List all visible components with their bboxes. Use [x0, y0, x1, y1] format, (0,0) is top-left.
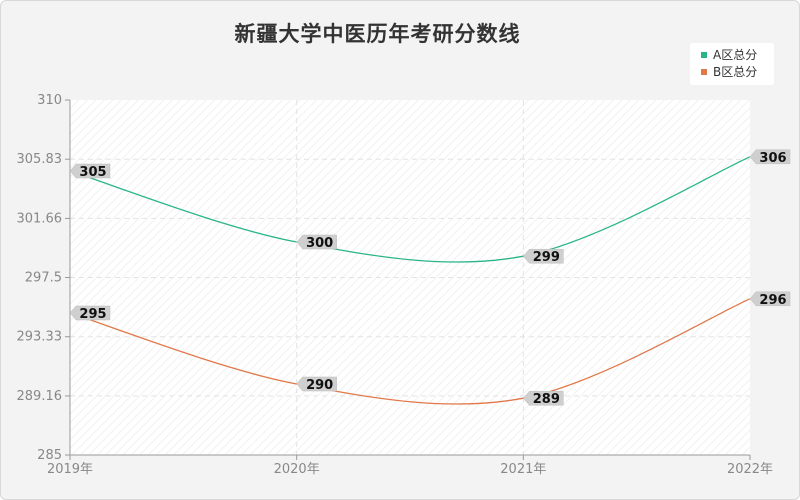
data-label-text: 300	[306, 236, 333, 251]
data-label-bg	[296, 376, 337, 392]
y-tick-label: 310	[37, 93, 62, 108]
y-tick-label: 293.33	[17, 330, 63, 345]
data-label-bg	[523, 390, 564, 406]
y-tick-label: 297.5	[25, 271, 62, 286]
data-label-text: 306	[759, 151, 786, 166]
x-tick-label: 2019年	[47, 462, 93, 477]
data-label-text: 305	[79, 165, 106, 180]
plot-area	[70, 100, 750, 455]
data-label: 299	[523, 248, 564, 265]
data-label-bg	[749, 149, 791, 165]
data-label: 300	[296, 234, 337, 251]
data-label-bg	[296, 234, 337, 250]
x-tick-label: 2022年	[727, 462, 773, 477]
legend: A区总分 B区总分	[690, 43, 774, 85]
data-label-text: 290	[306, 378, 333, 393]
legend-label-a: A区总分	[713, 48, 758, 62]
legend-label-b: B区总分	[713, 65, 758, 79]
y-tick-label: 305.83	[17, 152, 63, 167]
data-label: 290	[296, 376, 337, 393]
y-tick-label: 301.66	[17, 211, 63, 226]
data-label-bg	[69, 305, 111, 321]
legend-swatch-b	[701, 68, 707, 75]
x-tick-label: 2021年	[500, 462, 546, 477]
data-label-text: 289	[533, 392, 560, 407]
data-label-text: 295	[79, 307, 106, 322]
data-label-bg	[69, 163, 111, 179]
data-label: 295	[69, 305, 111, 322]
chart-title: 新疆大学中医历年考研分数线	[234, 22, 521, 46]
series-line-b	[69, 298, 751, 405]
legend-item-a[interactable]: A区总分	[701, 47, 757, 63]
data-label: 296	[749, 291, 791, 308]
x-tick-label: 2020年	[274, 462, 320, 477]
legend-swatch-a	[701, 51, 707, 58]
data-label: 289	[523, 390, 564, 407]
data-label: 306	[749, 149, 791, 166]
legend-item-b[interactable]: B区总分	[701, 64, 757, 80]
y-tick-label: 289.16	[17, 389, 63, 404]
data-label-bg	[749, 291, 791, 307]
series-line-a	[69, 156, 751, 263]
data-label-text: 299	[533, 250, 560, 265]
data-label-bg	[523, 248, 564, 264]
data-label: 305	[69, 163, 111, 180]
data-label-text: 296	[759, 293, 786, 308]
y-tick-label: 285	[37, 448, 62, 463]
